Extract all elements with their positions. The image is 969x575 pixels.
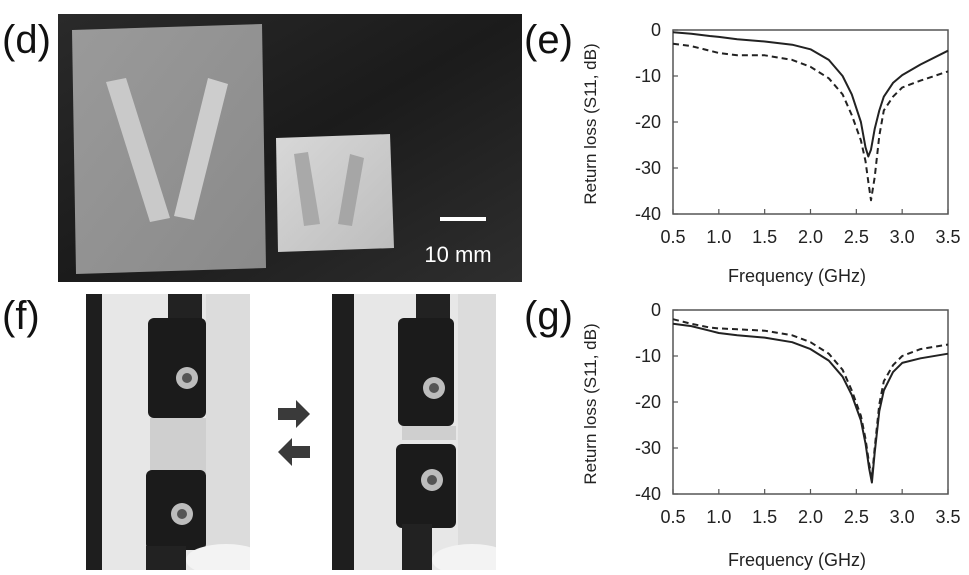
panel-label-f: (f)	[2, 294, 40, 338]
y-tick-label: -10	[635, 66, 661, 86]
series-solid-line	[672, 31, 949, 158]
chart-e: Return loss (S11, dB) Frequency (GHz) 0.…	[581, 20, 961, 286]
photo-antenna-samples: 10 mm	[58, 14, 522, 282]
arrow-left-icon	[278, 438, 310, 466]
y-tick-label: -40	[635, 484, 661, 504]
small-strip-left	[294, 152, 320, 226]
x-tick-label: 3.5	[935, 227, 960, 247]
scale-bar	[440, 217, 486, 221]
panel-label-e: (e)	[524, 18, 573, 62]
x-tick-label: 3.0	[890, 227, 915, 247]
x-axis-label: Frequency (GHz)	[728, 266, 866, 286]
x-tick-label: 1.5	[752, 227, 777, 247]
panel-label-d: (d)	[2, 18, 51, 62]
series-dashed-line	[672, 42, 949, 202]
large-strip-right	[174, 78, 228, 220]
sample-strip	[150, 418, 206, 474]
stretch-arrows	[278, 400, 310, 466]
x-axis-label: Frequency (GHz)	[728, 550, 866, 570]
scale-bar-label: 10 mm	[424, 242, 491, 267]
y-tick-label: -30	[635, 158, 661, 178]
y-tick-label: 0	[651, 20, 661, 40]
large-strip-left	[106, 78, 170, 222]
arrow-right-icon	[278, 400, 310, 428]
photo-stretch-right-image	[332, 294, 496, 570]
photo-stretch-right	[332, 294, 496, 570]
x-tick-label: 2.0	[798, 227, 823, 247]
x-tick-label: 0.5	[660, 507, 685, 527]
large-substrate	[72, 24, 266, 274]
x-tick-label: 3.0	[890, 507, 915, 527]
chart-e-axes: 0.5 1.0 1.5 2.0 2.5 3.0 3.5 0 -10 -20 -30 -40	[635, 20, 961, 247]
y-tick-label: -20	[635, 392, 661, 412]
small-strip-right	[338, 154, 364, 226]
y-tick-label: -40	[635, 204, 661, 224]
small-substrate	[276, 134, 394, 252]
photo-antenna-samples-image: 10 mm	[58, 14, 522, 282]
y-tick-label: -20	[635, 112, 661, 132]
x-tick-label: 2.5	[844, 507, 869, 527]
panel-label-g: (g)	[524, 294, 573, 338]
y-axis-label: Return loss (S11, dB)	[581, 323, 600, 484]
x-tick-label: 3.5	[935, 507, 960, 527]
chart-g: Return loss (S11, dB) Frequency (GHz) 0.…	[581, 300, 961, 570]
y-tick-label: 0	[651, 300, 661, 320]
x-tick-label: 1.0	[706, 507, 731, 527]
chart-g-axes: 0.5 1.0 1.5 2.0 2.5 3.0 3.5 0 -10 -20 -30 -40	[635, 300, 961, 527]
photo-stretch-left	[86, 294, 250, 570]
y-tick-label: -10	[635, 346, 661, 366]
x-tick-label: 1.0	[706, 227, 731, 247]
photo-stretch-left-image	[86, 294, 250, 570]
upper-clamp	[398, 318, 454, 426]
x-tick-label: 2.5	[844, 227, 869, 247]
y-tick-label: -30	[635, 438, 661, 458]
x-tick-label: 2.0	[798, 507, 823, 527]
upper-clamp	[148, 318, 206, 418]
chart-e-series	[672, 31, 949, 202]
x-tick-label: 1.5	[752, 507, 777, 527]
chart-g-series	[672, 318, 949, 484]
y-axis-label: Return loss (S11, dB)	[581, 43, 600, 204]
sample-strip	[402, 426, 456, 440]
plot-frame	[672, 29, 949, 215]
plot-frame	[672, 309, 949, 495]
series-solid-line	[672, 322, 949, 484]
x-tick-label: 0.5	[660, 227, 685, 247]
series-dashed-line	[672, 318, 949, 479]
